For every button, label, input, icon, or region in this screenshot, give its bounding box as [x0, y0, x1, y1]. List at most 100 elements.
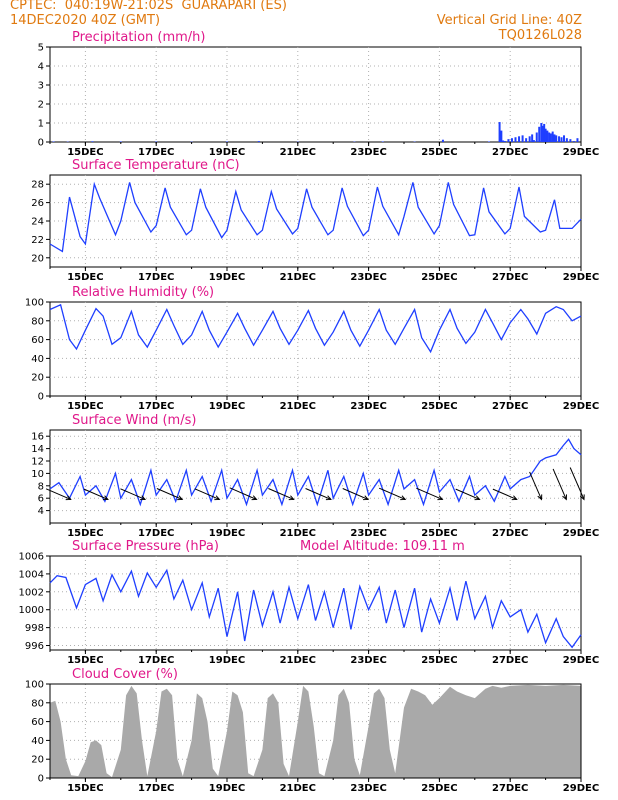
precip-bar [549, 133, 552, 142]
temp-frame [49, 174, 582, 268]
wind-arrow-head [400, 495, 407, 501]
wind-arrow-head [140, 495, 147, 501]
rh-xtick-label: 21DEC [280, 401, 316, 412]
wind-xtick-label: 19DEC [209, 528, 245, 539]
wind-ytick-label: 14 [31, 444, 44, 455]
cloud-ytick-label: 40 [31, 736, 44, 747]
pressure-xtick-label: 21DEC [280, 655, 316, 666]
pressure-xtick-label: 23DEC [350, 655, 386, 666]
precip-bar [525, 138, 528, 142]
pressure-ytick-label: 998 [25, 623, 44, 634]
cloud-ytick-label: 100 [25, 680, 44, 691]
pressure-annotation: Model Altitude: 109.11 m [300, 539, 465, 554]
precip-bar [538, 126, 541, 142]
temp-title: Surface Temperature (nC) [72, 158, 240, 173]
precip-xtick-label: 23DEC [350, 147, 386, 158]
pressure-xtick-label: 17DEC [138, 655, 174, 666]
cloud-xtick-label: 17DEC [138, 783, 174, 794]
cloud-xtick-label: 27DEC [492, 783, 528, 794]
wind-arrow [552, 468, 567, 500]
precip-ytick-label: 3 [38, 81, 44, 92]
wind-arrow [45, 488, 71, 500]
wind-arrow-head [65, 495, 72, 501]
wind-arrow-head [288, 495, 295, 501]
precip-bar [502, 140, 505, 142]
cloud-ytick-label: 60 [31, 717, 44, 728]
rh-ytick-label: 20 [31, 373, 44, 384]
precip-bar [500, 130, 503, 142]
pressure-xtick-label: 25DEC [421, 655, 457, 666]
wind-xtick-label: 21DEC [280, 528, 316, 539]
pressure-title: Surface Pressure (hPa) [72, 539, 219, 554]
wind-series-line [49, 438, 582, 507]
wind-arrow-head [537, 494, 543, 501]
precip-ytick-label: 1 [38, 119, 44, 130]
rh-title: Relative Humidity (%) [72, 285, 214, 300]
pressure-xtick-label: 15DEC [67, 655, 103, 666]
temp-ytick-label: 28 [31, 180, 44, 191]
wind-arrow [342, 488, 369, 500]
precip-bar [257, 141, 260, 142]
temp-ytick-label: 20 [31, 253, 44, 264]
precip-ytick-label: 4 [38, 62, 44, 73]
temp-ytick-label: 24 [31, 217, 44, 228]
rh-xtick-label: 15DEC [67, 401, 103, 412]
cloud-ytick-label: 80 [31, 698, 44, 709]
cloud-xtick-label: 23DEC [350, 783, 386, 794]
precip-bar [514, 137, 517, 142]
precip-bar [507, 139, 510, 142]
wind-frame [49, 429, 582, 524]
wind-arrow [492, 488, 517, 500]
precip-title: Precipitation (mm/h) [72, 30, 205, 45]
cloud-title: Cloud Cover (%) [72, 667, 178, 682]
wind-xtick-label: 29DEC [563, 528, 599, 539]
precip-ytick-label: 5 [38, 43, 44, 54]
wind-arrow-head [251, 495, 258, 501]
rh-xtick-label: 19DEC [209, 401, 245, 412]
temp-ytick-label: 26 [31, 198, 44, 209]
wind-arrow-head [363, 495, 370, 501]
precip-bar [441, 139, 444, 142]
precip-xtick-label: 29DEC [563, 147, 599, 158]
pressure-frame [49, 555, 582, 651]
wind-arrow [455, 488, 480, 500]
wind-arrow-head [214, 495, 221, 501]
temp-xtick-label: 29DEC [563, 272, 599, 283]
pressure-ytick-label: 1006 [19, 552, 44, 563]
precip-bar [503, 141, 506, 142]
cloud-area [50, 684, 581, 778]
pressure-ytick-label: 1002 [19, 587, 44, 598]
temp-xtick-label: 25DEC [421, 272, 457, 283]
pressure-xtick-label: 29DEC [563, 655, 599, 666]
temp-series-line [49, 181, 582, 253]
rh-ytick-label: 80 [31, 316, 44, 327]
precip-bar [91, 141, 94, 142]
wind-xtick-label: 27DEC [492, 528, 528, 539]
wind-arrow [569, 467, 585, 500]
wind-arrow [378, 487, 406, 500]
precip-ytick-label: 2 [38, 100, 44, 111]
precip-bar [563, 135, 566, 142]
rh-xtick-label: 27DEC [492, 401, 528, 412]
wind-arrow-head [511, 495, 518, 501]
cloud-xtick-label: 19DEC [209, 783, 245, 794]
wind-ytick-label: 4 [38, 506, 44, 517]
wind-arrow [529, 471, 542, 500]
precip-bar [521, 135, 524, 142]
precip-bar [560, 137, 563, 142]
wind-ytick-label: 8 [38, 481, 44, 492]
wind-arrow [120, 488, 146, 500]
precip-xtick-label: 17DEC [138, 147, 174, 158]
rh-xtick-label: 23DEC [350, 401, 386, 412]
wind-xtick-label: 17DEC [138, 528, 174, 539]
precip-bar [498, 122, 501, 142]
precip-bar [555, 135, 558, 142]
wind-arrow [268, 488, 294, 500]
precip-bar [546, 130, 549, 142]
wind-arrow-head [579, 494, 585, 501]
pressure-ytick-label: 1000 [19, 605, 44, 616]
pressure-xtick-label: 27DEC [492, 655, 528, 666]
rh-xtick-label: 17DEC [138, 401, 174, 412]
wind-arrow [229, 487, 257, 500]
